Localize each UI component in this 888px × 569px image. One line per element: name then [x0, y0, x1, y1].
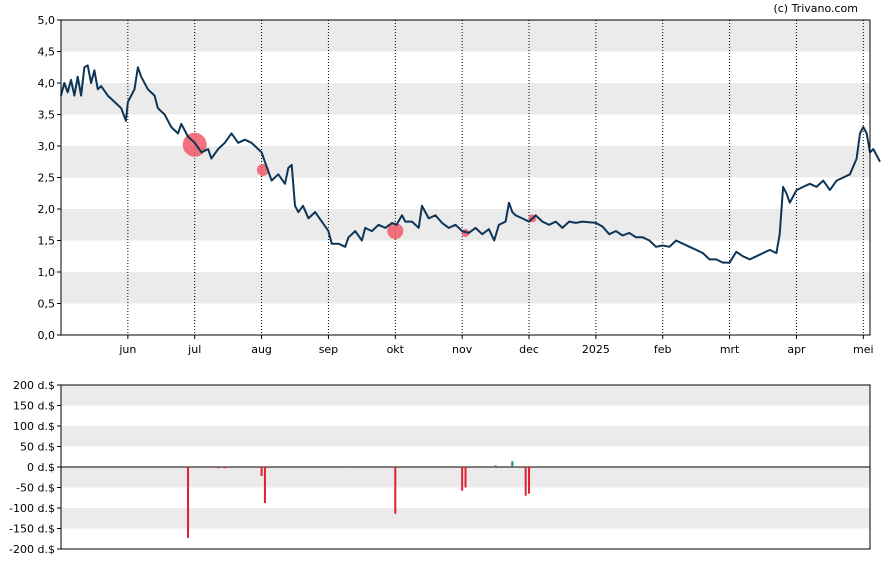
- volume-bar: [263, 467, 266, 504]
- y-tick-label: 5,0: [38, 14, 56, 27]
- volume-bar: [217, 467, 220, 469]
- y-tick-label: 50 d.$: [20, 441, 55, 454]
- x-tick-label: nov: [452, 343, 473, 356]
- y-tick-label: 1,0: [38, 266, 56, 279]
- y-tick-label: 4,0: [38, 77, 56, 90]
- x-tick-label: jul: [187, 343, 201, 356]
- y-tick-label: 0,5: [38, 298, 56, 311]
- y-tick-label: -100 d.$: [9, 502, 55, 515]
- y-tick-label: 3,5: [38, 109, 56, 122]
- price-chart: jun jul aug sep okt nov dec 2025 feb mrt apr mei 0,0…: [38, 14, 881, 356]
- volume-bar: [528, 467, 531, 494]
- y-tick-label: -50 d.$: [16, 482, 55, 495]
- grid-band: [61, 385, 870, 406]
- volume-bar: [344, 466, 347, 468]
- grid-band: [61, 20, 870, 52]
- volume-chart: 200 d.$ 150 d.$ 100 d.$ 50 d.$ 0 d.$ -50 d.$ -…: [9, 379, 871, 556]
- grid-band: [61, 83, 870, 115]
- x-tick-label: mei: [853, 343, 874, 356]
- y-tick-label: 4,5: [38, 46, 56, 59]
- grid-band: [61, 146, 870, 178]
- x-tick-label: mrt: [720, 343, 740, 356]
- y-tick-label: -200 d.$: [9, 543, 55, 556]
- x-tick-label: sep: [319, 343, 338, 356]
- y-tick-label: 150 d.$: [13, 400, 55, 413]
- y-tick-label: 0 d.$: [27, 461, 55, 474]
- plot-frame: [60, 384, 871, 550]
- grid-band: [61, 272, 870, 304]
- y-tick-label: 2,0: [38, 203, 56, 216]
- volume-bar: [464, 467, 467, 488]
- x-tick-label: aug: [251, 343, 272, 356]
- y-tick-label: -150 d.$: [9, 523, 55, 536]
- y-tick-label: 100 d.$: [13, 420, 55, 433]
- x-tick-label: 2025: [582, 343, 610, 356]
- volume-bar: [511, 461, 514, 467]
- x-tick-label: apr: [787, 343, 806, 356]
- x-tick-label: jun: [118, 343, 136, 356]
- event-bubble: [387, 223, 404, 240]
- volume-bar: [223, 467, 226, 469]
- volume-bar: [461, 467, 464, 491]
- x-tick-label: feb: [654, 343, 672, 356]
- grid-band: [61, 508, 870, 529]
- volume-bar: [187, 467, 190, 538]
- y-tick-label: 2,5: [38, 172, 56, 185]
- volume-bar: [394, 467, 397, 514]
- copyright-label: (c) Trivano.com: [773, 2, 858, 15]
- y-tick-label: 0,0: [38, 329, 56, 342]
- y-tick-label: 200 d.$: [13, 379, 55, 392]
- x-tick-label: okt: [387, 343, 405, 356]
- event-bubble: [182, 132, 207, 157]
- volume-bar: [524, 467, 527, 496]
- x-tick-label: dec: [519, 343, 539, 356]
- price-series-line: [60, 64, 881, 264]
- y-tick-label: 3,0: [38, 140, 56, 153]
- grid-band: [61, 426, 870, 447]
- volume-bar: [494, 465, 497, 467]
- plot-frame: [60, 19, 871, 336]
- y-tick-label: 1,5: [38, 235, 56, 248]
- volume-bar: [260, 467, 263, 477]
